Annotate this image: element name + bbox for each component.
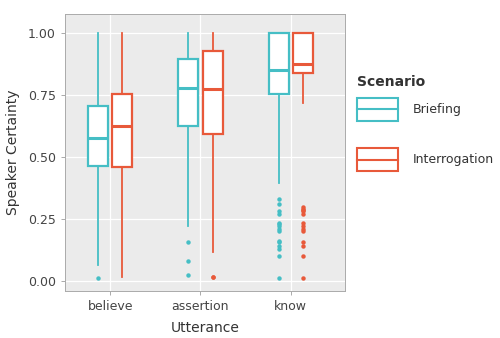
Bar — [178, 59, 198, 126]
Text: Scenario: Scenario — [357, 75, 426, 89]
Bar — [88, 106, 108, 166]
Bar — [268, 33, 288, 94]
Text: Interrogation: Interrogation — [412, 153, 494, 166]
Bar — [112, 94, 132, 167]
Text: Briefing: Briefing — [412, 103, 461, 116]
X-axis label: Utterance: Utterance — [170, 321, 239, 335]
Y-axis label: Speaker Certainty: Speaker Certainty — [6, 89, 20, 215]
Bar — [293, 33, 313, 73]
Bar — [202, 51, 222, 134]
